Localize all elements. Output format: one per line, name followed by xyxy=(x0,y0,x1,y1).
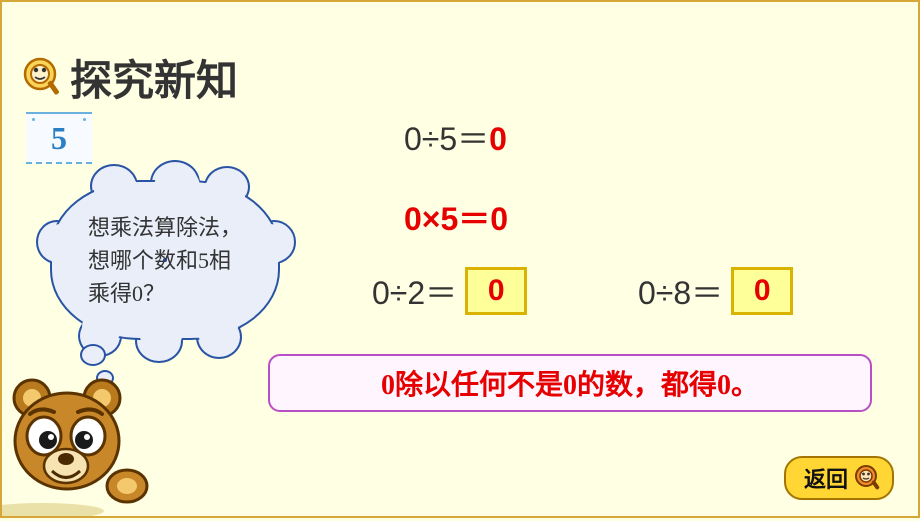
eq3-lhs: 0÷2＝ xyxy=(372,268,457,314)
thought-bubble: 想乘法算除法， 想哪个数和5相 乘得0？ xyxy=(50,180,280,345)
page-title: 探究新知 xyxy=(70,47,238,108)
equation-1: 0÷5＝0 xyxy=(404,114,507,160)
equation-3: 0÷2＝ 0 xyxy=(372,267,527,315)
return-button[interactable]: 返回 xyxy=(784,456,894,500)
return-label: 返回 xyxy=(804,462,848,494)
rule-box: 0除以任何不是0的数，都得0。 xyxy=(268,354,872,412)
equation-4: 0÷8＝ 0 xyxy=(638,267,793,315)
eq4-lhs: 0÷8＝ xyxy=(638,268,723,314)
magnifier-q-icon xyxy=(854,464,880,492)
magnifier-q-icon xyxy=(22,56,62,100)
bubble-line-3: 乘得0？ xyxy=(88,281,165,306)
eq3-answer-box: 0 xyxy=(465,267,527,315)
eq1-lhs: 0÷5＝ xyxy=(404,121,489,157)
equation-2: 0×5＝0 xyxy=(404,194,508,240)
example-number-card: 5 xyxy=(26,112,92,164)
bear-mascot-icon xyxy=(2,356,162,516)
eq1-answer: 0 xyxy=(489,121,507,157)
rule-text: 0除以任何不是0的数，都得0。 xyxy=(381,363,759,403)
eq4-answer-box: 0 xyxy=(731,267,793,315)
page-header: 探究新知 xyxy=(22,47,238,108)
bubble-line-1: 想乘法算除法， xyxy=(88,215,242,240)
bubble-line-2: 想哪个数和5相 xyxy=(88,248,231,273)
bubble-text: 想乘法算除法， 想哪个数和5相 乘得0？ xyxy=(88,211,242,310)
